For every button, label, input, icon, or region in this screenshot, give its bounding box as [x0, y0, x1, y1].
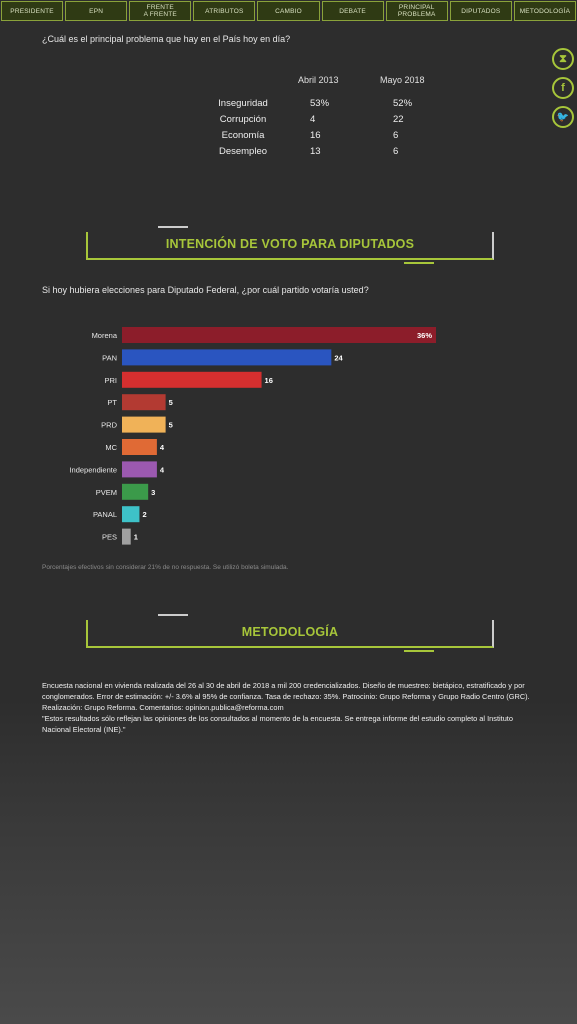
bar-pt [122, 394, 166, 411]
bar-pvem [122, 483, 149, 500]
value-label: 3 [151, 488, 155, 497]
nav-item-frente-a-frente[interactable]: FRENTE A FRENTE [129, 1, 192, 21]
nav-item-debate[interactable]: DEBATE [321, 1, 384, 21]
column-header-2018: Mayo 2018 [380, 75, 425, 85]
bar-pan [122, 349, 332, 366]
problem-row-value-2013: 13 [310, 146, 321, 157]
top-nav: PRESIDENTE EPN FRENTE A FRENTE ATRIBUTOS CAMB… [0, 0, 577, 22]
problem-row-label: Economía [221, 130, 265, 141]
category-label: PRI [104, 376, 117, 385]
bar-pes [122, 528, 131, 545]
category-label: PANAL [93, 510, 117, 519]
nav-item-atributos[interactable]: ATRIBUTOS [193, 1, 256, 21]
method-section-title: METODOLOGÍA [241, 625, 339, 639]
value-label: 36% [417, 331, 432, 340]
category-label: Morena [92, 331, 118, 340]
bar-pri [122, 371, 262, 388]
bar-morena [122, 327, 436, 343]
vote-section-header: INTENCIÓN DE VOTO PARA DIPUTADOS [86, 226, 494, 264]
nav-item-presidente[interactable]: PRESIDENTE [1, 1, 64, 21]
problem-row-label: Corrupción [219, 114, 267, 125]
value-label: 5 [169, 421, 173, 430]
value-label: 2 [142, 510, 146, 519]
methodology-paragraph: Encuesta nacional en vivienda realizada … [42, 681, 530, 712]
problem-row-value-2013: 16 [310, 130, 321, 141]
facebook-icon[interactable]: f [552, 77, 574, 99]
category-label: PES [102, 533, 117, 542]
problem-row-value-2013: 53% [310, 98, 330, 109]
problem-row-value-2018: 22 [393, 114, 404, 125]
category-label: PVEM [96, 488, 117, 497]
category-label: PRD [101, 421, 117, 430]
chart-footnote: Porcentajes efectivos sin considerar 21%… [42, 564, 289, 571]
nav-item-cambio[interactable]: CAMBIO [257, 1, 320, 21]
problem-row-label: Desempleo [218, 146, 268, 157]
methodology-text: Encuesta nacional en vivienda realizada … [42, 680, 542, 735]
nav-item-epn[interactable]: EPN [65, 1, 128, 21]
problem-row-value-2018: 6 [393, 130, 399, 141]
value-label: 1 [134, 533, 138, 542]
method-section-header: METODOLOGÍA [86, 614, 494, 652]
background-photo [0, 700, 577, 1024]
problem-row-label: Inseguridad [218, 98, 268, 109]
category-label: MC [105, 443, 117, 452]
value-label: 16 [265, 376, 273, 385]
column-header-2013: Abril 2013 [298, 75, 339, 85]
problem-row-value-2018: 6 [393, 146, 399, 157]
share-icon[interactable]: ⧗ [552, 48, 574, 70]
bar-independiente [122, 461, 157, 478]
problem-row-value-2013: 4 [310, 114, 316, 125]
value-label: 4 [160, 465, 165, 474]
bar-prd [122, 416, 166, 433]
nav-item-metodolog-a[interactable]: METODOLOGÍA [513, 1, 576, 21]
vote-question: Si hoy hubiera elecciones para Diputado … [42, 285, 369, 295]
methodology-disclaimer: "Estos resultados sólo reflejan las opin… [42, 714, 513, 734]
value-label: 24 [334, 353, 343, 362]
nav-item-principal-problema[interactable]: PRINCIPAL PROBLEMA [385, 1, 448, 21]
category-label: Independiente [69, 465, 117, 474]
category-label: PAN [102, 353, 117, 362]
category-label: PT [107, 398, 117, 407]
bar-mc [122, 439, 157, 455]
nav-item-diputados[interactable]: DIPUTADOS [449, 1, 512, 21]
value-label: 5 [169, 398, 173, 407]
problem-question: ¿Cuál es el principal problema que hay e… [42, 34, 291, 44]
value-label: 4 [160, 443, 165, 452]
vote-section-title: INTENCIÓN DE VOTO PARA DIPUTADOS [165, 237, 415, 251]
twitter-icon[interactable]: 🐦 [552, 106, 574, 128]
problem-row-value-2018: 52% [393, 98, 413, 109]
bar-panal [122, 506, 140, 523]
